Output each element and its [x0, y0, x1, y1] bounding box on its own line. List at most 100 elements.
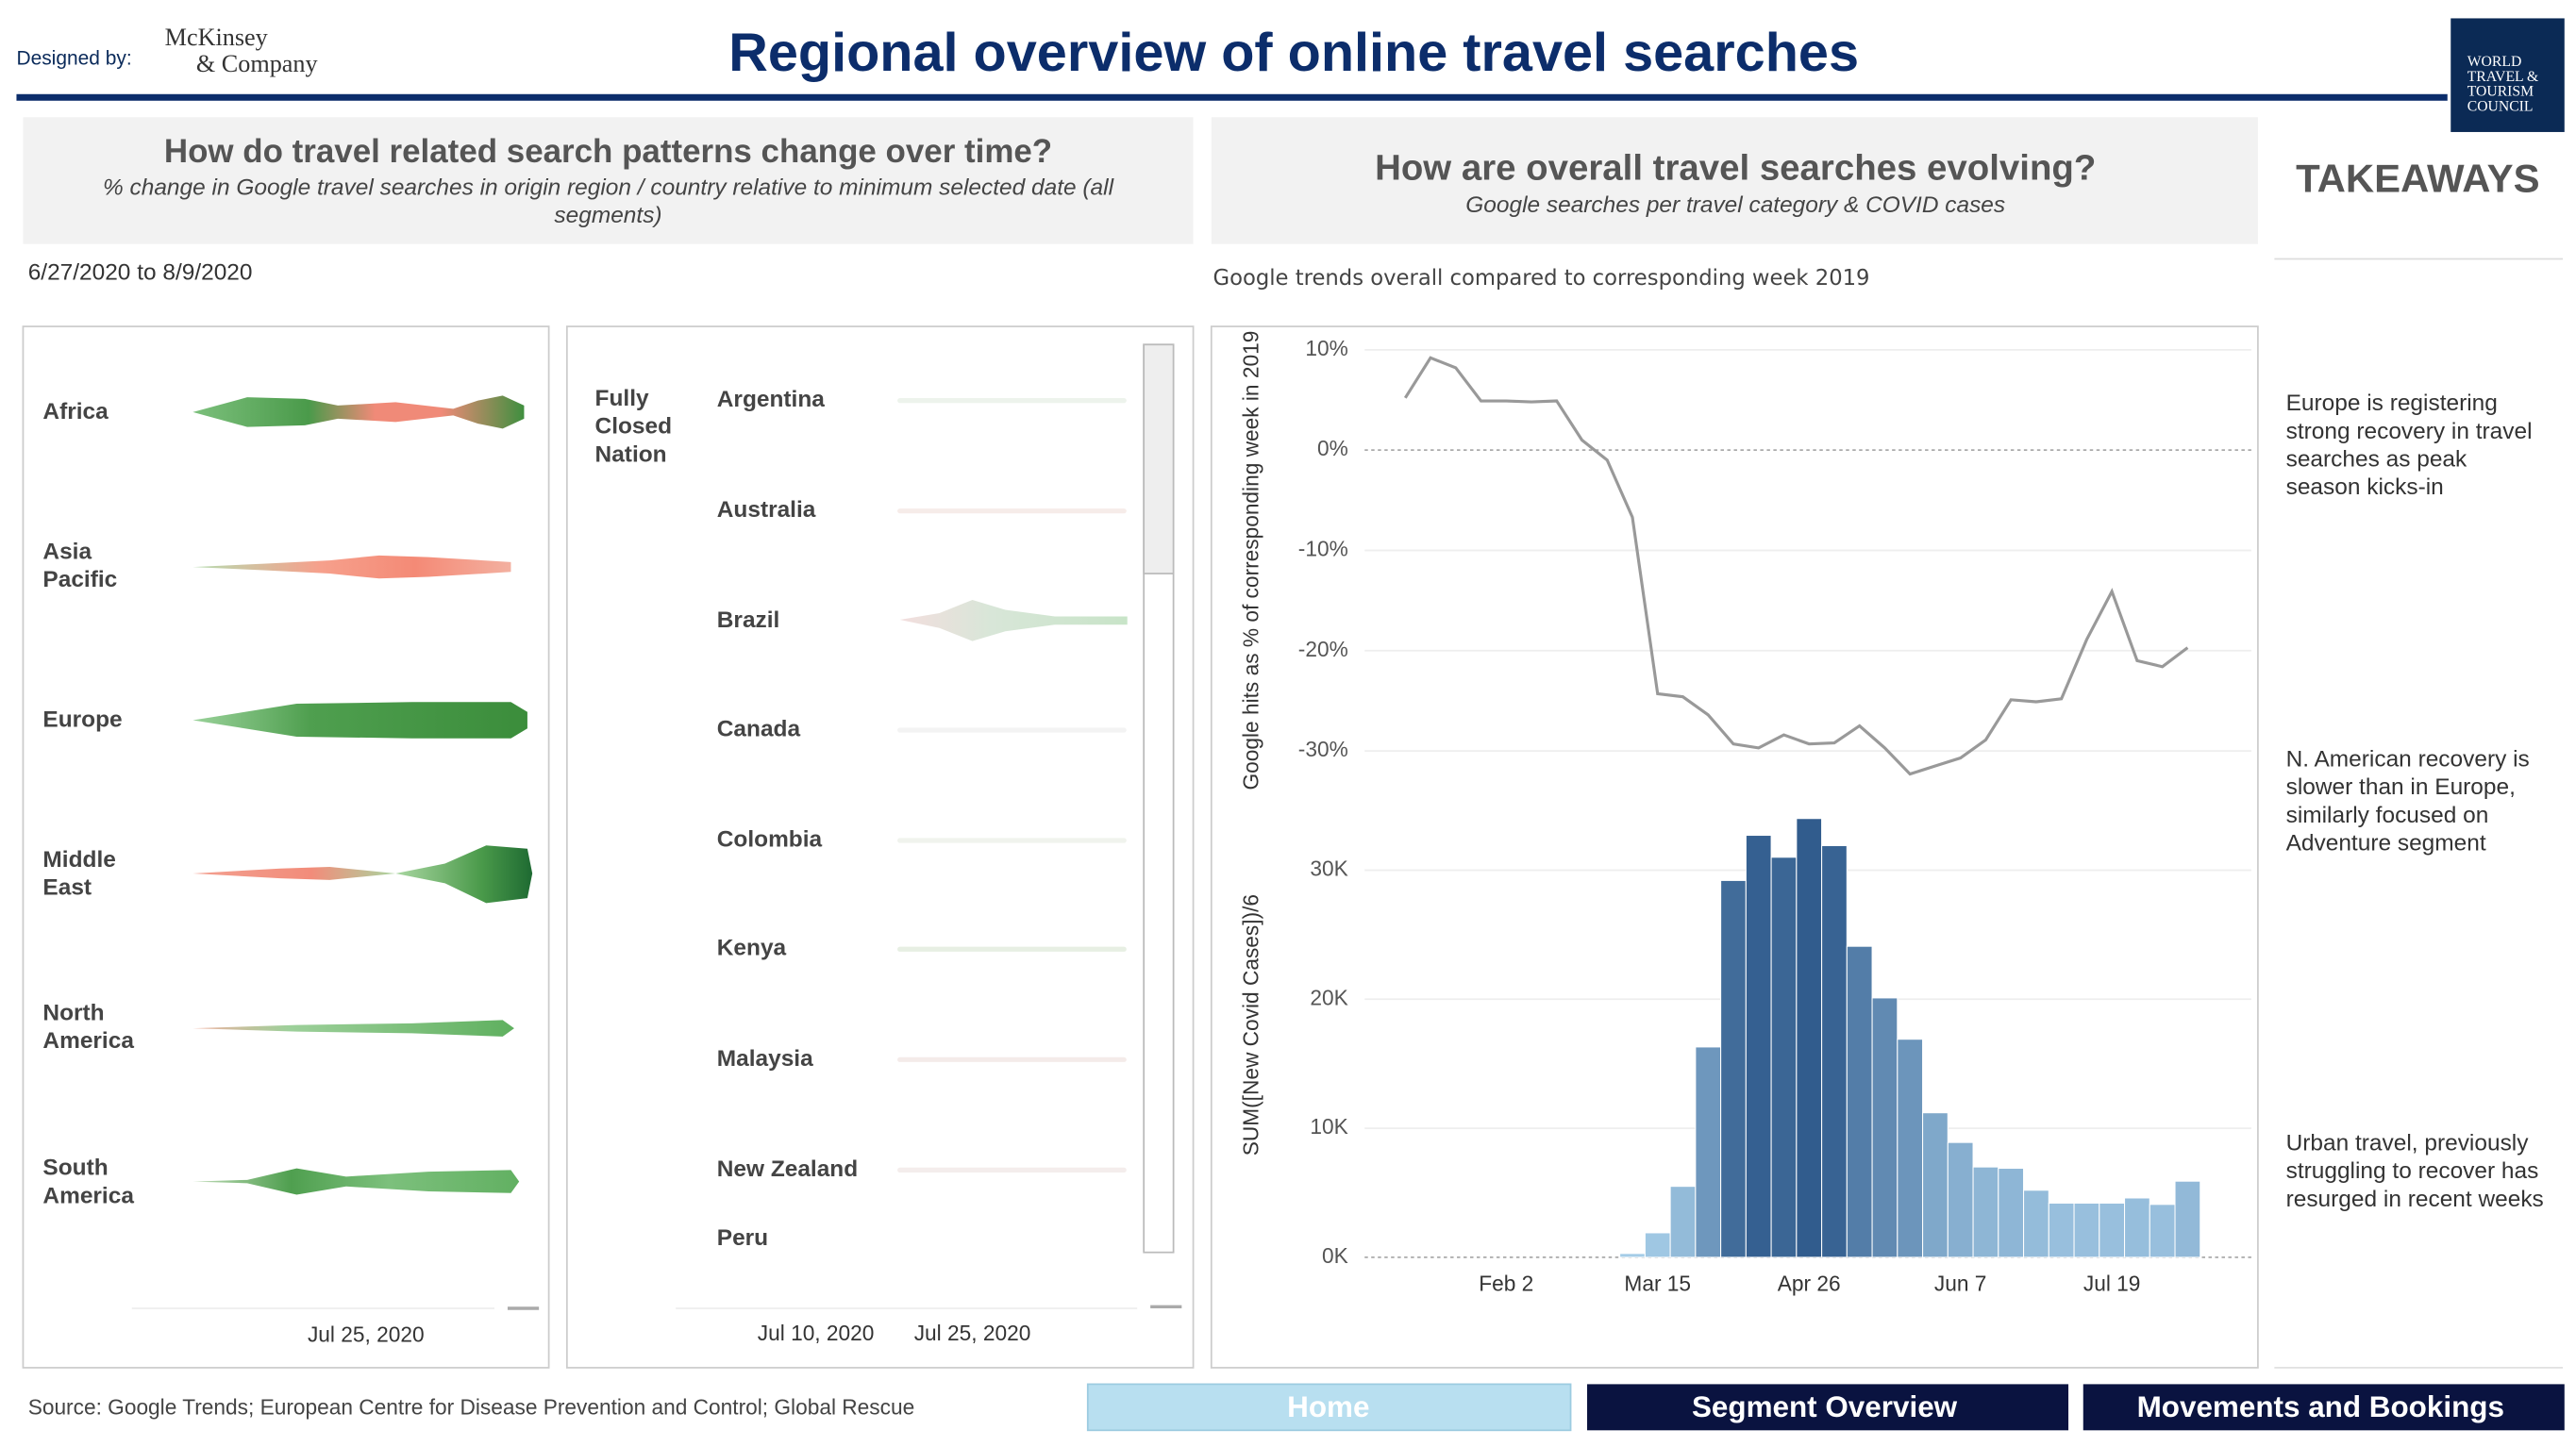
region-shape	[192, 845, 533, 904]
bar	[1947, 1141, 1974, 1258]
country-shapes	[897, 398, 1127, 1173]
country-panel	[565, 325, 1195, 1369]
region-label: Middle East	[42, 845, 116, 900]
nav-label[interactable]: Home	[1287, 1390, 1369, 1423]
x-tick-label: Jul 19	[2083, 1272, 2141, 1296]
takeaway: Urban travel, previously struggling to r…	[2285, 1128, 2544, 1212]
region-shape	[192, 395, 525, 429]
bar	[1770, 857, 1798, 1258]
bar	[1871, 997, 1899, 1258]
country-label: Brazil	[717, 607, 780, 633]
country-label: Colombia	[717, 826, 823, 852]
region-label: South America	[42, 1153, 134, 1208]
y-tick-label: 30K	[1310, 856, 1347, 880]
x-axis-label: Jul 25, 2020	[308, 1322, 425, 1347]
y-tick-label: -10%	[1298, 536, 1348, 560]
region-label: North America	[42, 998, 134, 1054]
region-label: Europe	[42, 705, 123, 732]
takeaway: N. American recovery is slower than in E…	[2285, 744, 2530, 856]
page-title: Regional overview of online travel searc…	[728, 23, 1859, 83]
country-shape	[899, 600, 1128, 641]
bar	[2149, 1204, 2176, 1258]
section-header	[1211, 117, 2258, 244]
region-label: Asia Pacific	[42, 537, 118, 592]
nav-button[interactable]	[1086, 1383, 1572, 1432]
wttc-logo	[2451, 18, 2565, 132]
x-tick-label: Mar 15	[1624, 1272, 1691, 1296]
header-rule	[16, 93, 2448, 101]
logo-text: COUNCIL	[2467, 98, 2534, 114]
country-label: Argentina	[717, 387, 825, 412]
chart: -30% -20% -10% 0% 10% Google hits as % of cor…	[1238, 331, 2251, 1296]
company-logo: & Company	[196, 50, 318, 77]
nav-button[interactable]	[1587, 1384, 2069, 1431]
bar	[2174, 1180, 2201, 1258]
date-range: 6/27/2020 to 8/9/2020	[28, 260, 253, 286]
bar	[1897, 1039, 1924, 1258]
takeaways-title: TAKEAWAYS	[2296, 156, 2539, 200]
section-subtitle-box: % change in Google travel searches in or…	[102, 173, 1114, 228]
x-tick-label: Feb 2	[1479, 1272, 1533, 1296]
y-axis-title: Google hits as % of corresponding week i…	[1238, 331, 1263, 790]
region-label: Africa	[42, 397, 109, 424]
bar	[1846, 945, 1873, 1258]
nav-label[interactable]: Segment Overview	[1692, 1390, 1958, 1423]
country-label: Malaysia	[717, 1046, 813, 1072]
y-tick-label: 10K	[1310, 1114, 1347, 1139]
designed-by: Designed by:	[16, 48, 131, 70]
region-shape	[192, 1168, 520, 1195]
logo-text: TRAVEL &	[2467, 69, 2538, 85]
country-label: Peru	[717, 1225, 768, 1251]
bar	[1695, 1046, 1722, 1258]
bar	[1922, 1112, 1949, 1258]
bar	[1720, 879, 1747, 1258]
region-shape	[192, 1020, 514, 1037]
section-title: How do travel related search patterns ch…	[164, 133, 1052, 170]
bar	[2023, 1189, 2049, 1258]
takeaway: Europe is registering strong recovery in…	[2285, 389, 2533, 500]
x-axis-label: Jul 10, 2020	[758, 1321, 875, 1345]
section-subtitle: Google searches per travel category & CO…	[1465, 192, 2005, 218]
country-label: New Zealand	[717, 1156, 858, 1182]
x-tick-label: Jun 7	[1934, 1272, 1987, 1296]
y-tick-label: -30%	[1298, 737, 1348, 761]
y-tick-label: -20%	[1298, 637, 1348, 661]
company-logo: McKinsey	[165, 24, 268, 51]
source: Source: Google Trends; European Centre f…	[28, 1395, 915, 1420]
y-tick-label: 0K	[1322, 1243, 1348, 1268]
region-shape	[192, 702, 527, 739]
section-header	[23, 117, 1194, 244]
bar	[2048, 1202, 2075, 1258]
y-tick-label: 10%	[1305, 336, 1347, 360]
x-tick-label: Apr 26	[1778, 1272, 1841, 1296]
bar	[1644, 1232, 1671, 1258]
bar	[1821, 844, 1848, 1258]
y-tick-label: 20K	[1310, 985, 1347, 1009]
y-axis-title: SUM([New Covid Cases])/6	[1238, 894, 1263, 1156]
bar	[1998, 1167, 2025, 1258]
logo-text: WORLD	[2467, 54, 2522, 70]
group-label: Fully Closed Nation	[594, 384, 673, 467]
bar	[1619, 1253, 1646, 1258]
logo-text: TOURISM	[2467, 84, 2534, 100]
bar	[1669, 1186, 1697, 1258]
bar	[2099, 1202, 2126, 1258]
nav-button[interactable]	[2083, 1384, 2565, 1431]
section-title: How are overall travel searches evolving…	[1375, 147, 2096, 188]
nav-label[interactable]: Movements and Bookings	[2137, 1390, 2504, 1423]
bar	[1972, 1166, 1999, 1258]
region-shape	[192, 555, 511, 579]
bar	[2124, 1197, 2150, 1258]
chart-note: Google trends overall compared to corres…	[1213, 266, 1870, 291]
x-axis-label: Jul 25, 2020	[914, 1321, 1031, 1345]
scrollbar-thumb[interactable]	[1143, 343, 1175, 574]
section-subtitle: % change in Google travel searches in or…	[102, 173, 1114, 228]
bar	[1745, 834, 1772, 1258]
country-label: Australia	[717, 497, 816, 523]
trend-line	[1403, 356, 2189, 776]
y-tick-label: 0%	[1317, 436, 1348, 460]
bar	[2073, 1202, 2100, 1258]
bar	[1796, 818, 1823, 1258]
